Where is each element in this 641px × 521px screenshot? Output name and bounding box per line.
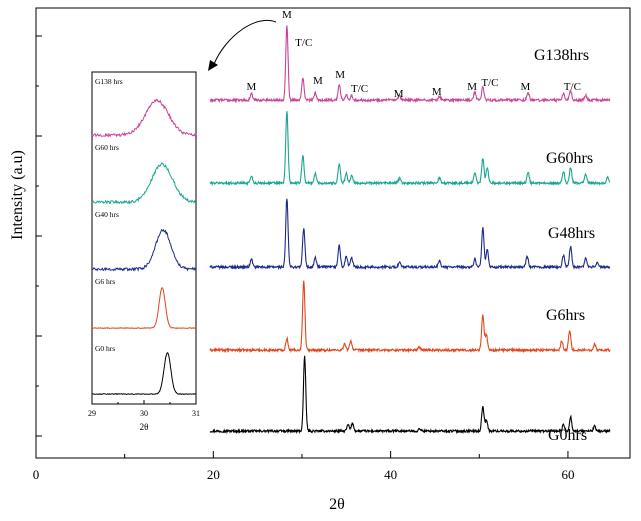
inset-x-tick-label: 31 — [192, 409, 200, 418]
y-axis-title: Intensity (a.u) — [9, 150, 26, 240]
series-label-G48hrs: G48hrs — [548, 225, 595, 242]
series-line-G6hrs — [209, 280, 611, 354]
peak-annotation: M — [335, 69, 345, 81]
x-tick-label: 60 — [561, 467, 574, 482]
peak-annotation: M — [520, 81, 530, 93]
series-label-G0hrs: G0hrs — [548, 427, 587, 444]
inset-series-line-G138 hrs — [91, 98, 197, 138]
peak-annotation: M — [313, 75, 323, 87]
peak-annotation: T/C — [481, 77, 498, 89]
peak-annotation: T/C — [295, 37, 312, 49]
peak-annotation: M — [467, 81, 477, 93]
series-line-G138hrs — [209, 25, 611, 104]
inset-series-label: G138 hrs — [95, 77, 123, 86]
series-line-G48hrs — [209, 198, 611, 271]
inset-series-label: G40 hrs — [95, 210, 119, 219]
inset-series-line-G0 hrs — [91, 352, 197, 396]
x-tick-label: 20 — [207, 467, 220, 482]
inset-series-line-G6 hrs — [91, 287, 197, 330]
peak-annotation: M — [247, 81, 257, 93]
x-axis-title: 2θ — [329, 496, 345, 513]
arrow-head — [208, 60, 218, 71]
inset-x-title: 2θ — [140, 422, 149, 432]
curved-arrow — [213, 19, 277, 65]
series-line-G0hrs — [209, 355, 611, 435]
main-plot: 0 20 40 60 2θ Intensity (a.u) G0hrs G6hrs G48hrs… — [9, 7, 631, 513]
series-label-G60hrs: G60hrs — [546, 150, 593, 167]
inset-series-label: G60 hrs — [95, 143, 119, 152]
inset-series-line-G60 hrs — [91, 162, 197, 205]
peak-annotation: T/C — [564, 81, 581, 93]
plot-frame — [35, 7, 631, 459]
series-label-G6hrs: G6hrs — [546, 307, 585, 324]
peak-annotation: M — [282, 9, 292, 21]
series-label-G138hrs: G138hrs — [534, 47, 589, 64]
peak-annotation: M — [394, 88, 404, 100]
inset-x-tick-label: 29 — [88, 409, 96, 418]
inset-series-label: G6 hrs — [95, 277, 115, 286]
peak-annotation: T/C — [351, 83, 368, 95]
inset-frame — [91, 71, 197, 405]
inset-x-tick-label: 30 — [140, 409, 148, 418]
series-line-G60hrs — [209, 111, 611, 187]
inset-series-label: G0 hrs — [95, 344, 115, 353]
x-tick-label: 40 — [384, 467, 397, 482]
peak-annotation: M — [432, 86, 442, 98]
inset-series-line-G40 hrs — [91, 228, 197, 272]
inset-plot: 29 30 31 2θ G0 hrs G6 hrs G40 hrs G60 hrs G138 h… — [88, 71, 200, 432]
x-tick-label: 0 — [33, 467, 40, 482]
